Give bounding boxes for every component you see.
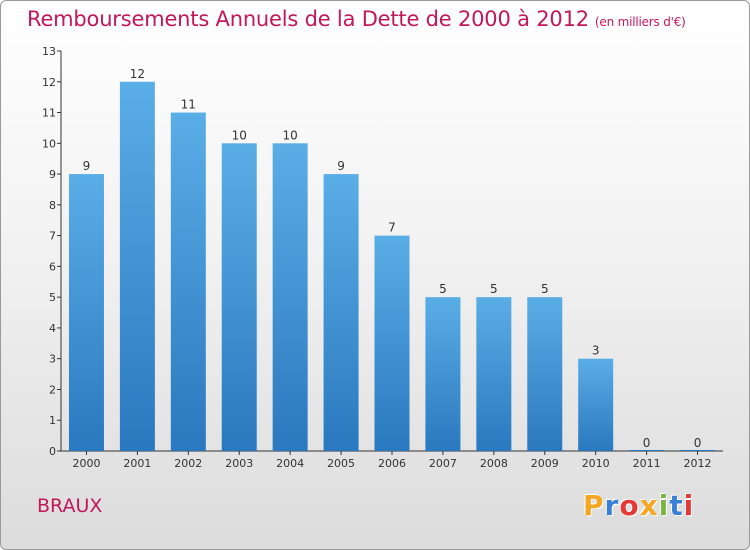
bar [629, 450, 665, 451]
bar [323, 174, 359, 452]
y-tick-label: 5 [49, 291, 56, 304]
commune-name: BRAUX [37, 495, 103, 517]
bar-value-label: 9 [83, 159, 91, 173]
logo-letter: x [639, 489, 659, 522]
x-tick-label: 2000 [72, 457, 100, 470]
bar-value-label: 11 [181, 98, 196, 112]
bar-value-label: 10 [232, 128, 247, 142]
y-tick-label: 12 [42, 76, 56, 89]
y-tick-label: 11 [42, 107, 56, 120]
x-tick-label: 2002 [174, 457, 202, 470]
x-tick-label: 2003 [225, 457, 253, 470]
x-tick-label: 2008 [480, 457, 508, 470]
bar-value-label: 5 [541, 282, 549, 296]
x-tick-label: 2006 [378, 457, 406, 470]
bar-value-label: 7 [388, 221, 396, 235]
bar [527, 297, 563, 451]
chart-title-text: Remboursements Annuels de la Dette de 20… [27, 7, 589, 31]
bar [680, 450, 716, 451]
bar-value-label: 0 [643, 436, 651, 450]
logo-letter: r [604, 489, 620, 522]
x-tick-label: 2005 [327, 457, 355, 470]
bar-value-label: 10 [283, 128, 298, 142]
x-tick-label: 2004 [276, 457, 304, 470]
y-tick-label: 4 [49, 322, 56, 335]
bar-value-label: 0 [694, 436, 702, 450]
bar [476, 297, 512, 451]
chart-subtitle: (en milliers d'€) [594, 15, 686, 29]
bar [221, 143, 257, 452]
logo-letter: o [619, 489, 640, 522]
y-tick-label: 1 [49, 414, 56, 427]
logo-letter: t [669, 489, 684, 522]
bar [425, 297, 461, 451]
bar [119, 81, 155, 452]
chart-bars: 9 12 11 10 10 9 7 5 5 5 3 0 0 [68, 67, 716, 452]
bar-value-label: 3 [592, 344, 600, 358]
bar-value-label: 5 [490, 282, 498, 296]
y-tick-label: 0 [49, 445, 56, 458]
bar-value-label: 12 [130, 67, 145, 81]
bar [272, 143, 308, 452]
y-tick-label: 2 [49, 383, 56, 396]
bar [578, 358, 614, 451]
x-tick-label: 2010 [582, 457, 610, 470]
y-tick-label: 9 [49, 168, 56, 181]
x-tick-label: 2011 [633, 457, 661, 470]
logo-letter: P [583, 489, 605, 522]
x-tick-label: 2009 [531, 457, 559, 470]
x-tick-label: 2007 [429, 457, 457, 470]
y-tick-label: 13 [42, 45, 56, 58]
bar [374, 235, 410, 451]
y-tick-label: 3 [49, 353, 56, 366]
bar-value-label: 9 [337, 159, 345, 173]
y-tick-label: 8 [49, 199, 56, 212]
x-tick-label: 2001 [123, 457, 151, 470]
chart-title: Remboursements Annuels de la Dette de 20… [27, 7, 686, 31]
x-tick-label: 2012 [684, 457, 712, 470]
y-tick-label: 10 [42, 137, 56, 150]
bar [170, 112, 206, 452]
bar-value-label: 5 [439, 282, 447, 296]
bar [68, 174, 104, 452]
y-tick-label: 6 [49, 260, 56, 273]
y-tick-label: 7 [49, 230, 56, 243]
proxiti-logo: Proxiti [583, 489, 694, 522]
logo-letter: i [683, 489, 695, 522]
logo-letter: i [658, 489, 670, 522]
